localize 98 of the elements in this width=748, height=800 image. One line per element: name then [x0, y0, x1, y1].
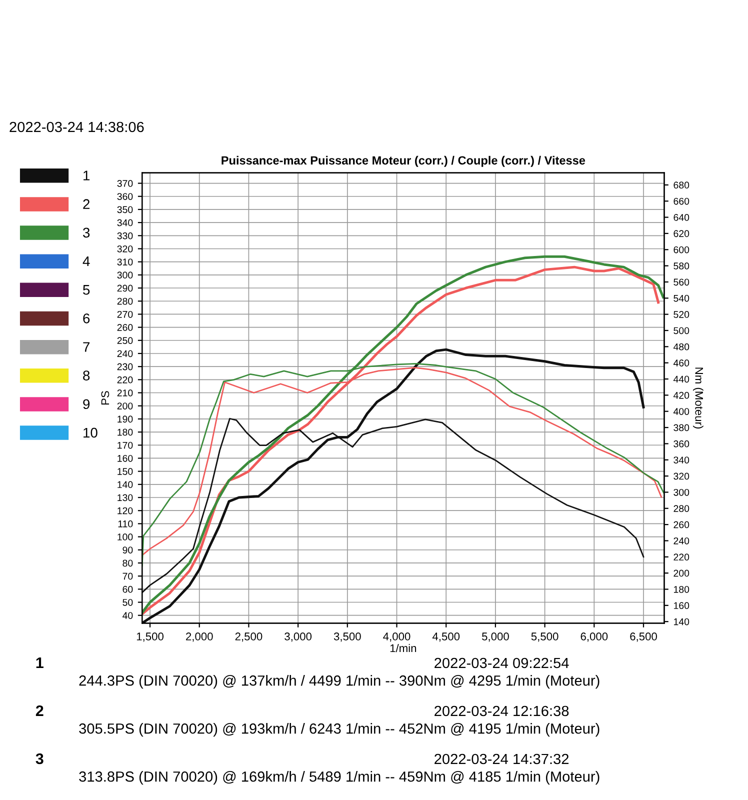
x-tick-label: 5,000 [482, 632, 509, 642]
y-tick-label: 350 [117, 206, 133, 214]
y-tick-label: 90 [122, 546, 133, 554]
y2-tick-label: 540 [674, 294, 690, 302]
y2-tick-label: 260 [674, 521, 690, 528]
y-tick-label: 240 [117, 350, 133, 358]
legend-label: 7 [83, 342, 90, 352]
x-tick-label: 2,000 [186, 632, 213, 642]
y-tick-label: 160 [118, 454, 133, 462]
y-tick-label: 70 [122, 572, 133, 580]
chart-title: Puissance-max Puissance Moteur (corr.) / Couple (corr.) / Vitesse [222, 156, 586, 167]
y-axis-title: PS [101, 391, 110, 404]
y2-tick-label: 420 [673, 392, 690, 399]
legend-label: 9 [83, 399, 90, 410]
y-tick-label: 290 [117, 284, 133, 292]
y-tick-label: 280 [117, 298, 133, 305]
text: 3 [36, 753, 44, 764]
text: 2022-03-24 14:37:32 [434, 754, 569, 764]
y2-tick-label: 640 [674, 214, 690, 221]
y2-tick-label: 460 [673, 360, 690, 366]
x-tick-label: 3,500 [334, 632, 361, 642]
y-tick-label: 210 [117, 389, 133, 396]
y-tick-label: 310 [117, 258, 133, 266]
y-tick-label: 370 [117, 180, 133, 187]
y-tick-label: 330 [117, 232, 133, 240]
y-tick-label: 50 [122, 598, 133, 606]
text: 1 [36, 657, 44, 668]
x-tick-label: 6,500 [630, 632, 657, 642]
y2-tick-label: 360 [674, 440, 690, 448]
x-tick-label: 4,000 [383, 632, 410, 642]
text: 2022-03-24 14:38:06 [10, 122, 144, 132]
y-tick-label: 320 [117, 245, 133, 252]
y-tick-label: 230 [117, 363, 133, 370]
y2-tick-label: 680 [674, 182, 690, 189]
y2-tick-label: 660 [674, 198, 690, 205]
y-tick-label: 150 [118, 468, 133, 475]
y2-tick-label: 160 [674, 602, 690, 610]
y2-tick-label: 560 [674, 278, 690, 286]
y-tick-label: 260 [117, 324, 133, 331]
text: 244.3PS (DIN 70020) @ 137km/h / 4499 1/min -- 390Nm @ 4295 1/min (Moteur) [79, 675, 600, 689]
text: 2022-03-24 12:16:38 [434, 706, 569, 716]
y2-tick-label: 200 [674, 570, 690, 577]
text: 313.8PS (DIN 70020) @ 169km/h / 5489 1/min -- 459Nm @ 4185 1/min (Moteur) [79, 771, 600, 785]
y-tick-label: 170 [118, 442, 133, 449]
text: 2 [36, 705, 44, 716]
x-tick-label: 3,000 [284, 632, 312, 642]
y2-tick-label: 500 [674, 327, 690, 334]
y-tick-label: 80 [122, 560, 133, 567]
y2-axis-title: Nm (Moteur) [693, 368, 704, 428]
y-tick-label: 110 [118, 520, 133, 528]
y2-tick-label: 140 [674, 618, 690, 626]
y-tick-label: 300 [117, 272, 133, 279]
x-tick-label: 1,500 [136, 632, 164, 642]
legend-label: 6 [83, 313, 90, 324]
y-tick-label: 270 [117, 310, 133, 318]
y-tick-label: 340 [117, 219, 133, 226]
x-tick-label: 2,500 [235, 632, 262, 642]
y2-tick-label: 600 [674, 246, 690, 254]
text: 305.5PS (DIN 70020) @ 193km/h / 6243 1/min -- 452Nm @ 4195 1/min (Moteur) [79, 723, 600, 737]
y2-tick-label: 220 [674, 554, 690, 561]
y2-tick-label: 440 [673, 376, 690, 383]
y2-tick-label: 620 [674, 230, 690, 238]
y2-tick-label: 180 [674, 586, 690, 593]
y-tick-label: 130 [118, 494, 133, 502]
y-tick-label: 120 [118, 507, 133, 514]
y2-tick-label: 480 [673, 343, 690, 350]
y2-tick-label: 400 [673, 408, 690, 415]
y-tick-label: 250 [117, 337, 133, 344]
y-tick-label: 60 [122, 586, 133, 593]
x-tick-label: 6,000 [580, 632, 608, 642]
y2-tick-label: 520 [674, 311, 690, 318]
line-series [142, 348, 645, 624]
legend-label: 10 [84, 428, 98, 438]
y2-tick-label: 320 [674, 472, 690, 480]
legend-label: 1 [84, 170, 90, 180]
legend-label: 5 [83, 285, 90, 295]
legend-label: 3 [83, 228, 90, 238]
text: 2022-03-24 09:22:54 [434, 658, 569, 668]
y-tick-label: 140 [118, 481, 133, 488]
y-tick-label: 180 [118, 428, 133, 436]
x-tick-label: 4,500 [432, 632, 460, 642]
y2-tick-label: 340 [674, 456, 690, 464]
y2-tick-label: 300 [674, 488, 690, 496]
y2-tick-label: 240 [674, 537, 690, 544]
y-tick-label: 190 [118, 416, 133, 423]
y-tick-label: 200 [117, 402, 133, 410]
legend-label: 8 [83, 370, 90, 380]
y-tick-label: 40 [122, 612, 133, 619]
legend-label: 2 [83, 199, 90, 209]
y2-tick-label: 580 [674, 262, 690, 270]
y2-tick-label: 380 [674, 424, 690, 432]
x-axis-title: 1/min [390, 644, 416, 652]
y2-tick-label: 280 [674, 505, 690, 512]
legend-label: 4 [82, 256, 90, 266]
x-tick-label: 5,500 [531, 632, 558, 642]
y-tick-label: 360 [117, 193, 133, 200]
y-tick-label: 100 [118, 534, 133, 540]
y-tick-label: 220 [117, 376, 133, 384]
